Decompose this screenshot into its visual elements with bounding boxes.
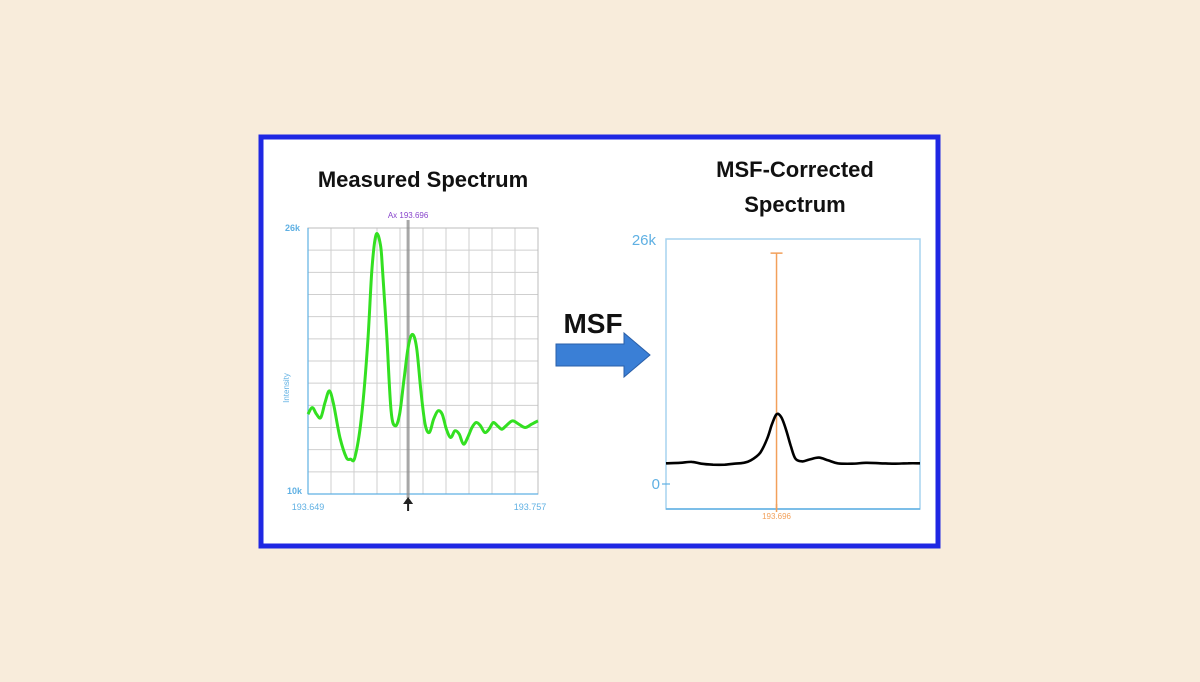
measured-spectrum-chart: Measured Spectrum 26k 10k 193.649 193.75…	[282, 167, 546, 512]
cursor-label: Ax 193.696	[388, 211, 429, 220]
corrected-series-line	[665, 412, 921, 467]
arrow-label: MSF	[563, 308, 622, 339]
grid	[308, 228, 538, 494]
y-tick-label-top: 26k	[632, 232, 657, 249]
msf-arrow: MSF	[555, 308, 651, 379]
measured-title: Measured Spectrum	[318, 167, 528, 192]
y-axis-label: Intensity	[282, 373, 291, 403]
cursor-triangle-shape	[403, 497, 414, 504]
figure-frame	[258, 134, 941, 549]
y-tick-label-bottom: 10k	[287, 486, 303, 496]
corrected-spectrum-chart: MSF-Corrected Spectrum 26k 0 193.696	[632, 157, 921, 521]
y-tick-label-top: 26k	[285, 223, 301, 233]
cursor-triangle-icon[interactable]	[403, 497, 414, 511]
x-tick-label-left: 193.649	[292, 502, 325, 512]
y-tick-label-bottom: 0	[652, 476, 660, 493]
corrected-title-line-1: MSF-Corrected	[716, 157, 874, 182]
corrected-title-line-2: Spectrum	[744, 192, 845, 217]
right-arrow-icon	[555, 331, 651, 379]
measured-series-line	[306, 232, 539, 463]
peak-label: 193.696	[762, 512, 791, 521]
peak-marker[interactable]	[770, 252, 783, 512]
x-tick-label-right: 193.757	[514, 502, 547, 512]
